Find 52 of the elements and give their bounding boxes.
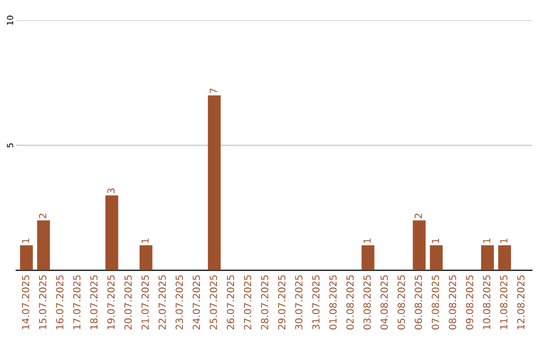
x-tick-label: 28.07.2025 (260, 275, 268, 330)
x-tick-label: 25.07.2025 (210, 275, 218, 330)
x-tick-label: 15.07.2025 (38, 275, 46, 330)
x-tick-label: 10.08.2025 (482, 275, 490, 330)
data-label: 1 (22, 238, 30, 243)
bar (481, 245, 494, 270)
bar (37, 220, 50, 270)
data-label: 1 (432, 238, 439, 243)
y-tick-label: 10 (6, 16, 14, 25)
x-tick-label: 27.07.2025 (244, 275, 252, 330)
x-tick-label: 20.07.2025 (124, 275, 132, 330)
x-tick-label: 09.08.2025 (466, 275, 474, 330)
bar (412, 220, 426, 270)
x-tick-label: 29.07.2025 (278, 275, 286, 330)
data-label: 2 (38, 214, 46, 218)
x-tick-label: 04.08.2025 (380, 275, 388, 330)
x-tick-label: 12.08.2025 (517, 275, 524, 330)
x-tick-label: 05.08.2025 (398, 275, 405, 330)
x-tick-label: 17.07.2025 (73, 275, 80, 330)
data-label: 2 (414, 214, 422, 218)
data-label: 1 (364, 238, 371, 243)
x-tick-label: 24.07.2025 (192, 275, 200, 330)
y-tick-label: 5 (7, 143, 14, 148)
data-label: 1 (500, 238, 508, 243)
data-label: 7 (210, 88, 217, 94)
x-tick-label: 23.07.2025 (176, 275, 183, 330)
bar (362, 245, 374, 270)
x-tick-label: 02.08.2025 (346, 275, 354, 330)
x-tick-label: 07.08.2025 (432, 275, 440, 330)
x-tick-label: 08.08.2025 (448, 275, 456, 330)
bar (208, 95, 221, 270)
x-tick-label: 21.07.2025 (141, 275, 149, 330)
x-tick-label: 01.08.2025 (329, 275, 337, 330)
x-tick-label: 11.08.2025 (500, 275, 508, 330)
x-tick-label: 16.07.2025 (56, 275, 64, 330)
x-tick-label: 22.07.2025 (158, 275, 166, 330)
data-label: 3 (107, 188, 115, 194)
bar (20, 245, 33, 270)
data-label: 1 (142, 238, 149, 243)
bar (498, 245, 511, 270)
bar (105, 195, 118, 270)
x-tick-label: 06.08.2025 (414, 275, 422, 330)
data-label: 1 (483, 238, 490, 243)
x-tick-label: 26.07.2025 (226, 275, 234, 330)
bar (140, 245, 152, 270)
x-tick-label: 03.08.2025 (363, 275, 371, 330)
x-tick-label: 19.07.2025 (107, 275, 115, 330)
bar (430, 245, 443, 270)
x-tick-label: 31.07.2025 (312, 275, 320, 330)
x-tick-label: 18.07.2025 (90, 275, 98, 330)
x-tick-label: 30.07.2025 (295, 275, 302, 330)
x-tick-label: 14.07.2025 (22, 275, 30, 330)
